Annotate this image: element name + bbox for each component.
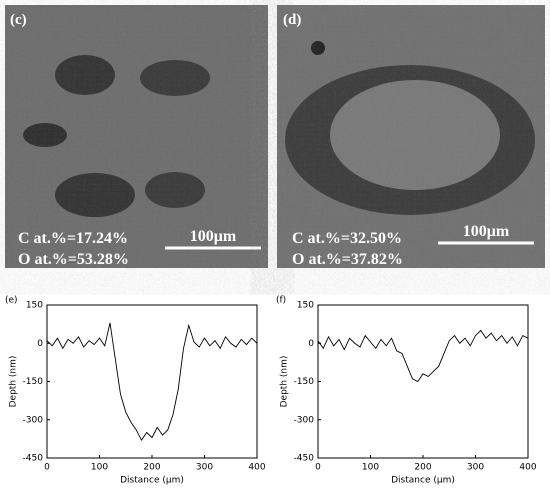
sem-image-d: (d) C at.%=32.50% O at.%=37.82% 100μm bbox=[277, 5, 545, 268]
panel-label: (c) bbox=[10, 12, 27, 28]
panel-label: (e) bbox=[5, 296, 18, 306]
x-axis-label: Distance (μm) bbox=[391, 476, 455, 486]
scale-label: 100μm bbox=[463, 223, 510, 240]
x-tick-label: 100 bbox=[91, 463, 108, 473]
y-axis-label: Depth (nm) bbox=[280, 356, 290, 408]
y-tick-label: 0 bbox=[37, 339, 43, 349]
plot-frame bbox=[46, 304, 258, 459]
y-tick-label: -300 bbox=[294, 415, 315, 425]
y-tick-label: -450 bbox=[294, 454, 315, 464]
sem-image-c: (c) C at.%=17.24% O at.%=53.28% 100μm bbox=[5, 5, 268, 268]
x-tick-label: 100 bbox=[362, 463, 379, 473]
y-tick-label: -150 bbox=[294, 377, 315, 387]
x-tick-label: 400 bbox=[248, 463, 265, 473]
y-tick-label: 150 bbox=[26, 301, 43, 311]
panel-label: (f) bbox=[276, 296, 286, 306]
y-tick-label: -150 bbox=[23, 377, 44, 387]
panel-label: (d) bbox=[283, 12, 301, 28]
y-tick-label: -300 bbox=[23, 415, 44, 425]
x-tick-label: 300 bbox=[196, 463, 213, 473]
oxygen-content: O at.%=53.28% bbox=[18, 251, 129, 268]
scale-label: 100μm bbox=[190, 228, 237, 245]
carbon-content: C at.%=17.24% bbox=[18, 230, 128, 247]
x-axis-label: Distance (μm) bbox=[120, 476, 184, 486]
y-tick-label: 0 bbox=[308, 339, 314, 349]
x-tick-label: 300 bbox=[467, 463, 484, 473]
x-tick-label: 200 bbox=[414, 463, 431, 473]
charts: (e) 0 100 200 300 400 150 0 -150 -300 -450 Distance… bbox=[5, 296, 537, 486]
y-tick-label: 150 bbox=[297, 301, 314, 311]
y-tick-label: -450 bbox=[23, 454, 44, 464]
x-tick-label: 400 bbox=[519, 463, 536, 473]
x-tick-label: 0 bbox=[44, 463, 50, 473]
x-tick-label: 0 bbox=[315, 463, 321, 473]
carbon-content: C at.%=32.50% bbox=[292, 230, 402, 247]
x-tick-label: 200 bbox=[143, 463, 160, 473]
plot-frame bbox=[317, 304, 529, 459]
depth-line bbox=[46, 322, 258, 442]
oxygen-content: O at.%=37.82% bbox=[292, 251, 403, 268]
y-axis-label: Depth (nm) bbox=[9, 356, 19, 408]
depth-line bbox=[317, 329, 529, 383]
